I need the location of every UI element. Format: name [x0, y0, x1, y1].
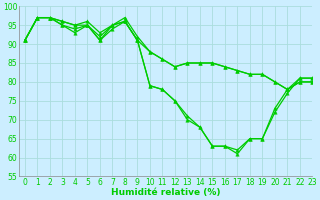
X-axis label: Humidité relative (%): Humidité relative (%): [111, 188, 220, 197]
